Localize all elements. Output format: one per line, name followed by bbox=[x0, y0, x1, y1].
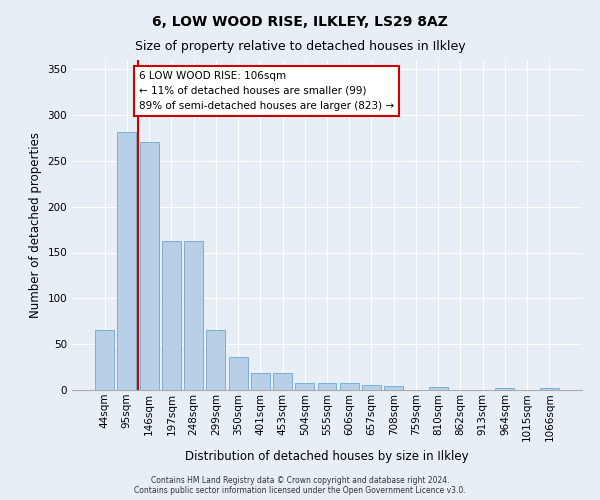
Text: Contains HM Land Registry data © Crown copyright and database right 2024.
Contai: Contains HM Land Registry data © Crown c… bbox=[134, 476, 466, 495]
Bar bbox=[340, 382, 359, 390]
Bar bbox=[273, 372, 292, 390]
Bar bbox=[362, 386, 381, 390]
Bar bbox=[162, 240, 181, 390]
Bar bbox=[95, 330, 114, 390]
X-axis label: Distribution of detached houses by size in Ilkley: Distribution of detached houses by size … bbox=[185, 450, 469, 462]
Bar bbox=[540, 388, 559, 390]
Bar bbox=[206, 330, 225, 390]
Y-axis label: Number of detached properties: Number of detached properties bbox=[29, 132, 42, 318]
Bar bbox=[295, 382, 314, 390]
Bar bbox=[429, 387, 448, 390]
Bar bbox=[229, 357, 248, 390]
Bar bbox=[140, 142, 158, 390]
Bar bbox=[184, 240, 203, 390]
Bar bbox=[118, 132, 136, 390]
Text: 6, LOW WOOD RISE, ILKLEY, LS29 8AZ: 6, LOW WOOD RISE, ILKLEY, LS29 8AZ bbox=[152, 15, 448, 29]
Bar bbox=[317, 382, 337, 390]
Text: Size of property relative to detached houses in Ilkley: Size of property relative to detached ho… bbox=[134, 40, 466, 53]
Bar bbox=[384, 386, 403, 390]
Bar bbox=[496, 388, 514, 390]
Bar bbox=[251, 372, 270, 390]
Text: 6 LOW WOOD RISE: 106sqm
← 11% of detached houses are smaller (99)
89% of semi-de: 6 LOW WOOD RISE: 106sqm ← 11% of detache… bbox=[139, 71, 394, 110]
